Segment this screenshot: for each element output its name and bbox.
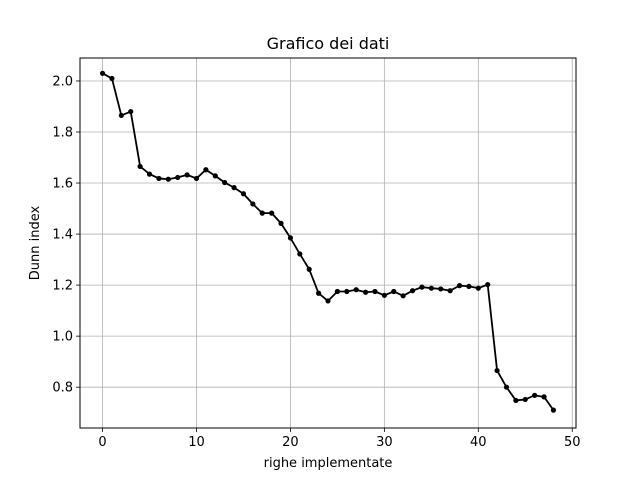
data-point — [118, 112, 124, 119]
x-tick-label: 40 — [470, 435, 487, 450]
data-point — [306, 266, 312, 272]
chart-title: Grafico dei dati — [267, 34, 390, 53]
data-point — [362, 289, 369, 295]
data-point — [297, 251, 303, 257]
data-point — [334, 288, 340, 295]
data-point — [165, 176, 171, 182]
data-point — [381, 292, 387, 298]
data-point — [259, 210, 265, 216]
data-point — [344, 288, 350, 295]
data-point — [391, 288, 397, 295]
x-tick-label: 0 — [98, 435, 106, 450]
x-tick-label: 30 — [376, 435, 393, 450]
data-point — [541, 394, 547, 400]
series-line — [102, 72, 555, 411]
data-point — [137, 163, 143, 170]
data-point — [409, 288, 416, 294]
x-tick-label: 50 — [564, 435, 581, 450]
y-tick-label: 1.0 — [52, 330, 73, 345]
data-point — [503, 384, 510, 390]
data-point — [513, 397, 519, 404]
data-point — [203, 167, 209, 173]
grid-layer — [80, 58, 576, 428]
data-point — [175, 174, 181, 181]
y-tick-label: 1.2 — [52, 279, 73, 294]
data-point — [475, 285, 481, 291]
data-point — [494, 367, 500, 374]
data-point — [372, 288, 378, 295]
data-point — [447, 288, 453, 294]
data-point — [353, 287, 359, 293]
y-tick-label: 1.6 — [52, 177, 73, 192]
data-point — [146, 171, 153, 177]
data-point — [109, 75, 115, 82]
data-point — [428, 285, 434, 291]
data-point — [231, 185, 237, 191]
data-point — [278, 220, 284, 226]
data-point — [250, 201, 256, 207]
y-tick-label: 2.0 — [52, 74, 73, 89]
y-tick-label: 1.8 — [52, 126, 73, 141]
x-tick-label: 20 — [282, 435, 299, 450]
data-point — [128, 108, 134, 115]
x-axis-label: righe implementate — [264, 456, 393, 471]
y-tick-label: 0.8 — [52, 381, 73, 396]
data-point — [193, 175, 200, 182]
plot-frame — [79, 57, 577, 429]
data-point — [269, 210, 275, 216]
data-point — [532, 392, 538, 398]
data-point — [485, 281, 491, 288]
data-point — [240, 191, 247, 197]
data-point — [212, 173, 218, 179]
x-tick-label: 10 — [188, 435, 205, 450]
data-point — [184, 172, 190, 178]
data-point — [222, 179, 228, 186]
data-point — [522, 396, 528, 403]
data-point — [466, 283, 472, 289]
data-point — [156, 175, 162, 182]
y-axis-label: Dunn index — [28, 205, 43, 280]
data-point — [400, 293, 406, 299]
data-point — [438, 286, 444, 292]
data-point — [325, 298, 331, 304]
data-point — [456, 283, 463, 289]
data-point — [99, 70, 106, 76]
ticks-layer: 0 10 20 30 40 50 0.8 1.0 1.2 1.4 1.6 1.8 2.0 — [52, 74, 580, 450]
data-point — [316, 290, 322, 296]
y-tick-label: 1.4 — [52, 228, 73, 243]
data-point — [287, 235, 294, 241]
data-point — [550, 407, 557, 413]
series-layer — [99, 70, 557, 413]
data-point — [419, 284, 425, 290]
